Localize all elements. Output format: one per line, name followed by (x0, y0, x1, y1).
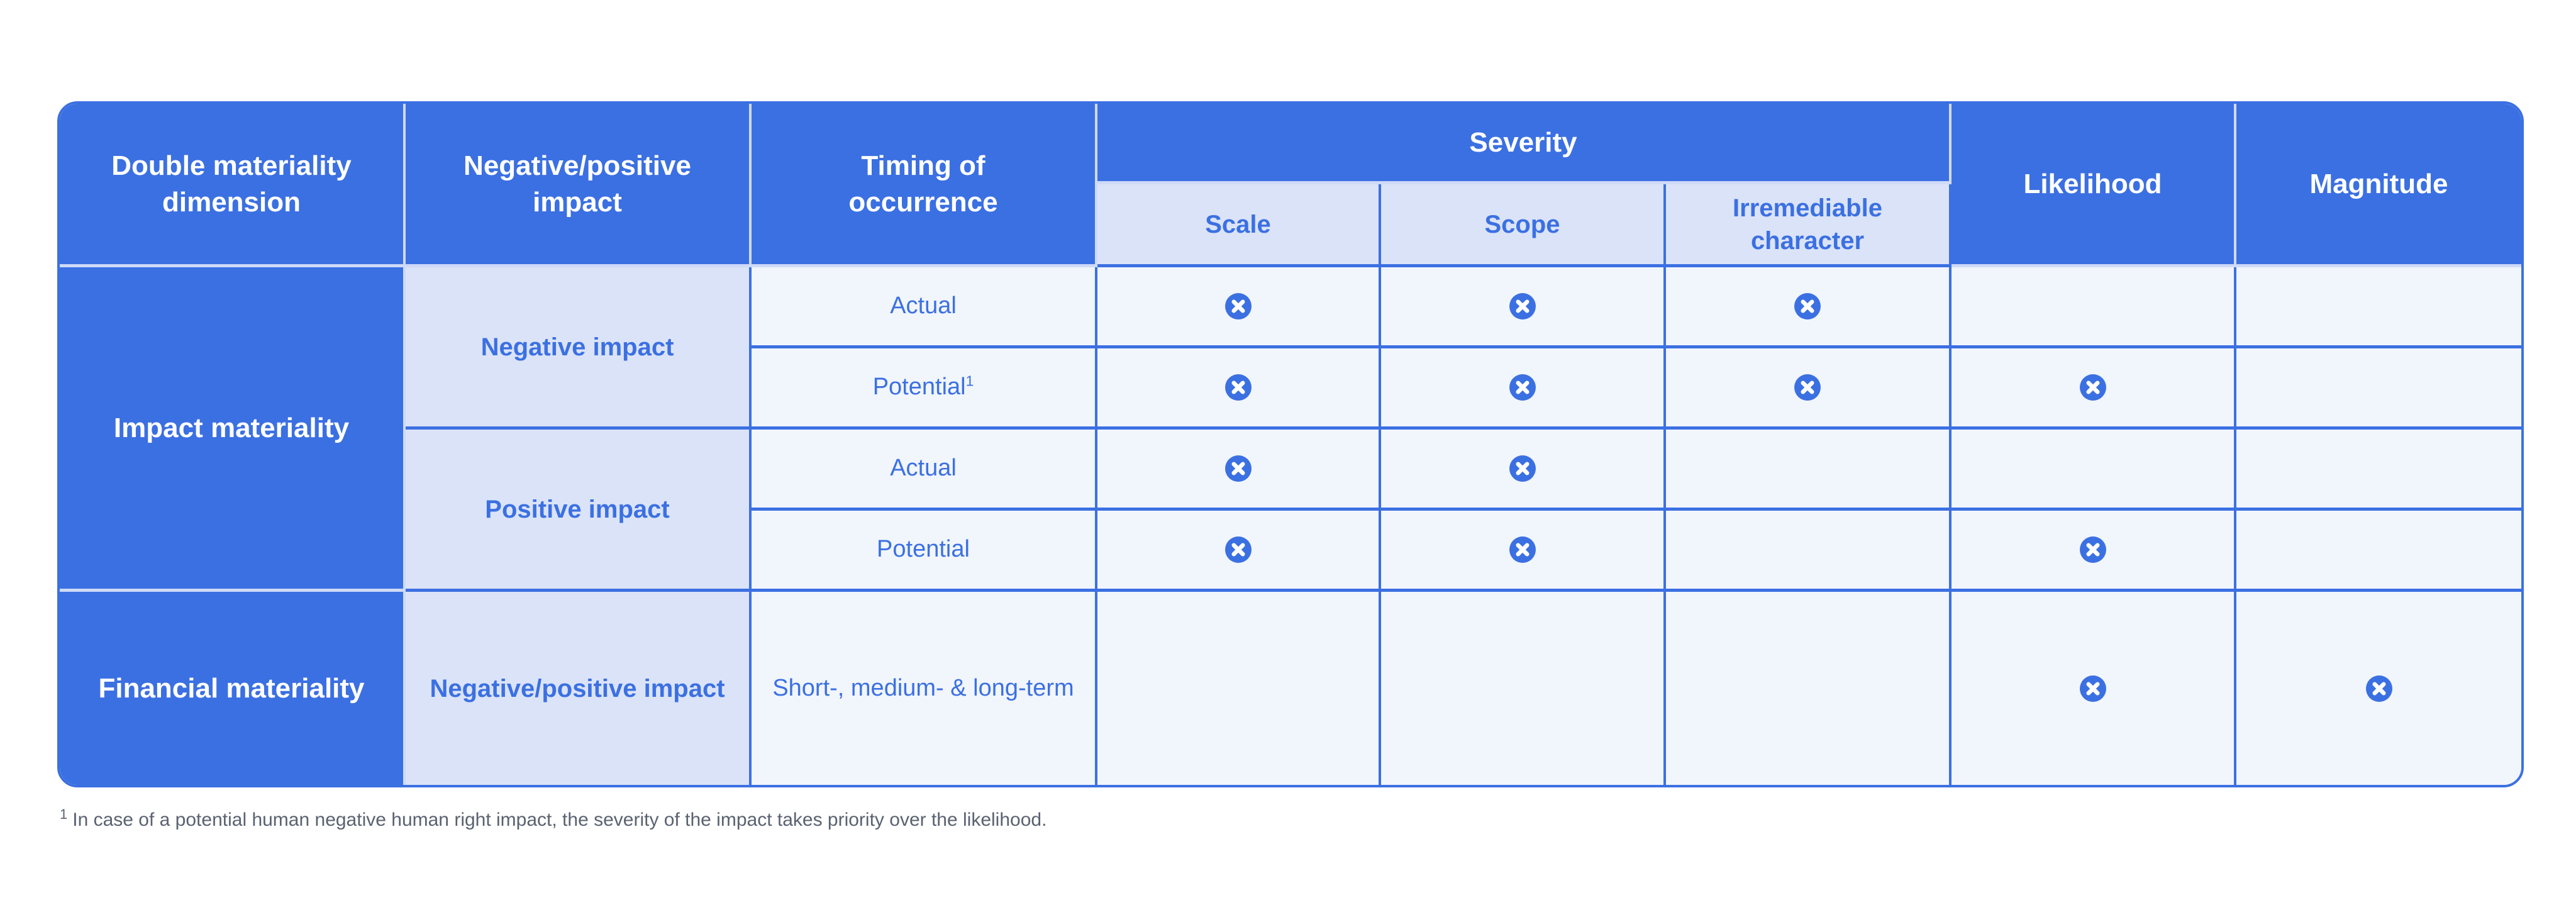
mark-cell (1381, 592, 1666, 785)
header-double-materiality-dimension: Double materiality dimension (60, 104, 406, 267)
mark-cell (1381, 430, 1666, 511)
mark-cell (1097, 592, 1381, 785)
mark-cell (1381, 511, 1666, 592)
table-row: Potential (60, 511, 2521, 592)
mark-cell (1097, 348, 1381, 430)
cell-timing-financial: Short-, medium- & long-term (752, 592, 1097, 785)
cell-timing-positive-potential: Potential (752, 511, 1097, 592)
mark-cell (1097, 430, 1381, 511)
cell-timing-positive-actual: Actual (752, 430, 1097, 511)
mark-cell (1381, 267, 1666, 348)
mark-cell (2236, 430, 2521, 511)
cell-timing-negative-actual: Actual (752, 267, 1097, 348)
materiality-table: Double materiality dimension Negative/po… (60, 104, 2521, 785)
timing-label: Potential (872, 374, 966, 401)
header-negative-positive-impact: Negative/positive impact (406, 104, 752, 267)
table-row: Positive impact Actual (60, 430, 2521, 592)
mark-cell (1666, 511, 1951, 592)
header-likelihood: Likelihood (1951, 104, 2236, 267)
mark-cell (2236, 267, 2521, 348)
footnote-ref-marker: 1 (965, 372, 974, 389)
mark-cell (1666, 592, 1951, 785)
table-subheader-row: Scale Scope Irremediable character (60, 184, 2521, 267)
footnote: 1 In case of a potential human negative h… (60, 808, 1046, 833)
mark-cell (1097, 267, 1381, 348)
header-severity: Severity (1097, 104, 1951, 184)
mark-cell (1666, 430, 1951, 511)
cell-positive-impact: Positive impact (406, 430, 752, 592)
mark-cell (1666, 348, 1951, 430)
mark-cell (1097, 511, 1381, 592)
mark-cell (1951, 430, 2236, 511)
x-circle-icon (1224, 536, 1252, 563)
table-row: Potential1 (60, 348, 2521, 430)
mark-cell (2236, 511, 2521, 592)
x-circle-icon (2365, 675, 2392, 702)
cell-financial-materiality: Financial materiality (60, 592, 406, 785)
x-circle-icon (1224, 293, 1252, 319)
x-circle-icon (1509, 455, 1536, 482)
x-circle-icon (2079, 675, 2106, 702)
x-circle-icon (1509, 293, 1536, 319)
table-row: Financial materiality Negative/positive … (60, 592, 2521, 785)
mark-cell (1951, 511, 2236, 592)
x-circle-icon (1224, 455, 1252, 482)
mark-cell (1666, 267, 1951, 348)
footnote-ref: 1 (60, 806, 68, 822)
header-irremediable-character: Irremediable character (1666, 184, 1951, 267)
mark-cell (2236, 348, 2521, 430)
x-circle-icon (1509, 536, 1536, 563)
mark-cell (1381, 348, 1666, 430)
header-magnitude: Magnitude (2236, 104, 2521, 267)
x-circle-icon (2079, 536, 2106, 563)
x-circle-icon (1794, 293, 1821, 319)
double-materiality-table: Double materiality dimension Negative/po… (57, 101, 2524, 787)
mark-cell (1951, 348, 2236, 430)
mark-cell (1951, 267, 2236, 348)
x-circle-icon (2079, 374, 2106, 401)
x-circle-icon (1224, 374, 1252, 401)
cell-financial-negative-positive-impact: Negative/positive impact (406, 592, 752, 785)
cell-impact-materiality: Impact materiality (60, 267, 406, 592)
table-header-row: Double materiality dimension Negative/po… (60, 104, 2521, 267)
mark-cell (1951, 592, 2236, 785)
table-row: Impact materiality Negative impact Actua… (60, 267, 2521, 592)
header-timing-of-occurrence: Timing of occurrence (752, 104, 1097, 267)
header-scope: Scope (1381, 184, 1666, 267)
x-circle-icon (1509, 374, 1536, 401)
header-scale: Scale (1097, 184, 1381, 267)
cell-timing-negative-potential: Potential1 (752, 348, 1097, 430)
mark-cell (2236, 592, 2521, 785)
cell-negative-impact: Negative impact (406, 267, 752, 430)
footnote-text: In case of a potential human negative hu… (72, 809, 1047, 830)
x-circle-icon (1794, 374, 1821, 401)
